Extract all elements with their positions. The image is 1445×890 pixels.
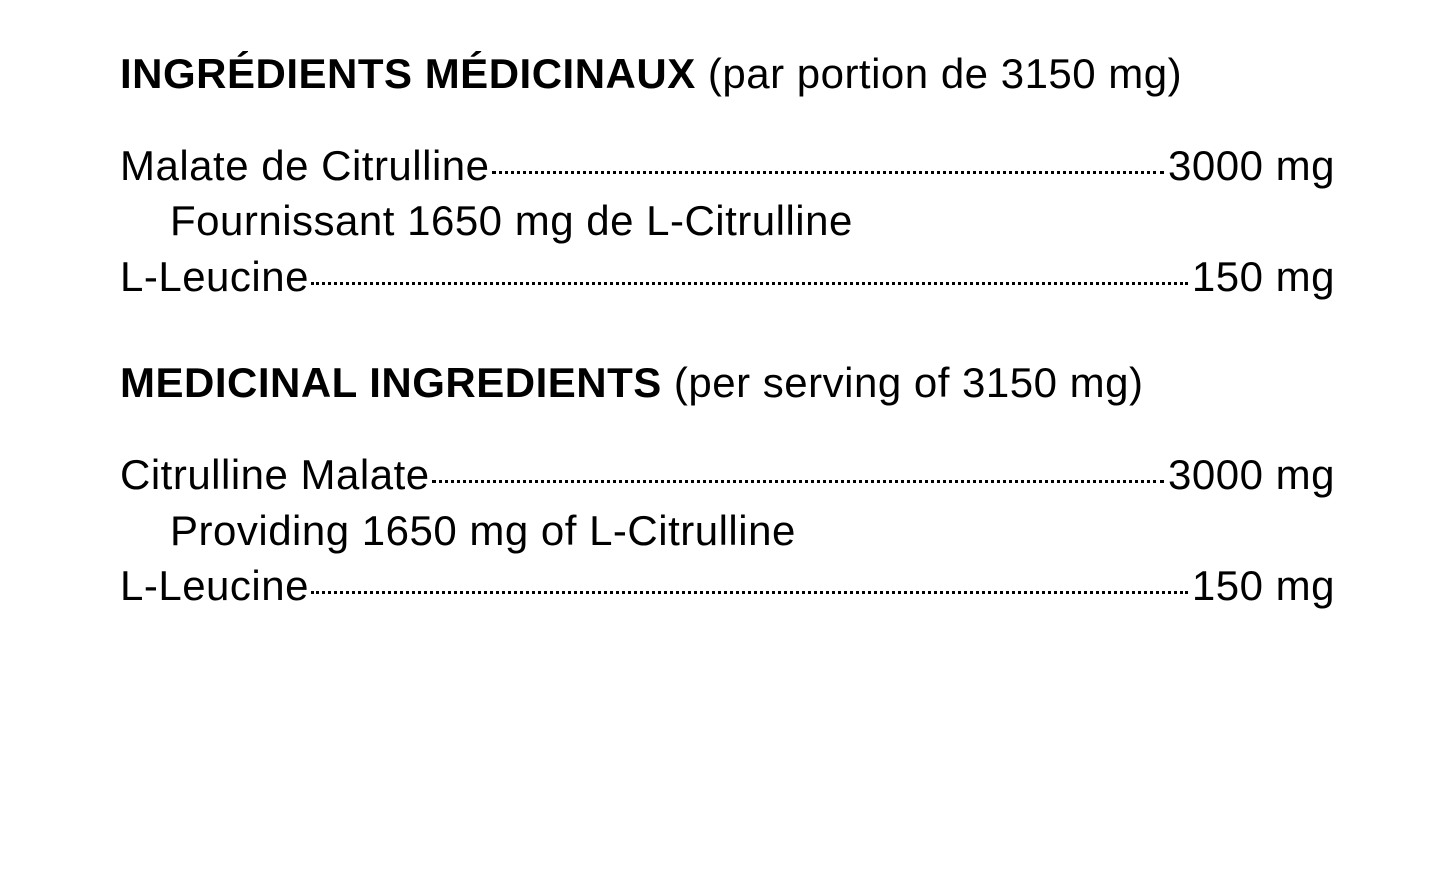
ingredient-amount: 150 mg [1192,249,1335,304]
dot-leader [311,591,1188,594]
section-heading-en: MEDICINAL INGREDIENTS (per serving of 31… [120,359,1335,407]
ingredient-amount: 3000 mg [1168,138,1335,193]
ingredient-name: L-Leucine [120,558,309,613]
ingredient-detail: Fournissant 1650 mg de L-Citrulline [120,193,1335,248]
ingredient-name: L-Leucine [120,249,309,304]
ingredient-name: Malate de Citrulline [120,138,490,193]
ingredient-row: Citrulline Malate 3000 mg [120,447,1335,502]
heading-bold-en: MEDICINAL INGREDIENTS [120,359,662,406]
ingredient-name: Citrulline Malate [120,447,430,502]
section-en: MEDICINAL INGREDIENTS (per serving of 31… [120,359,1335,613]
section-fr: INGRÉDIENTS MÉDICINAUX (par portion de 3… [120,50,1335,304]
heading-qualifier-fr: (par portion de 3150 mg) [696,50,1182,97]
dot-leader [492,171,1165,174]
dot-leader [311,282,1188,285]
ingredients-label: INGRÉDIENTS MÉDICINAUX (par portion de 3… [0,0,1445,719]
heading-bold-fr: INGRÉDIENTS MÉDICINAUX [120,50,696,97]
section-heading-fr: INGRÉDIENTS MÉDICINAUX (par portion de 3… [120,50,1335,98]
ingredient-row: L-Leucine 150 mg [120,558,1335,613]
ingredient-amount: 3000 mg [1168,447,1335,502]
heading-qualifier-en: (per serving of 3150 mg) [662,359,1144,406]
dot-leader [432,480,1164,483]
ingredient-detail: Providing 1650 mg of L-Citrulline [120,503,1335,558]
ingredient-amount: 150 mg [1192,558,1335,613]
ingredient-row: L-Leucine 150 mg [120,249,1335,304]
ingredient-row: Malate de Citrulline 3000 mg [120,138,1335,193]
